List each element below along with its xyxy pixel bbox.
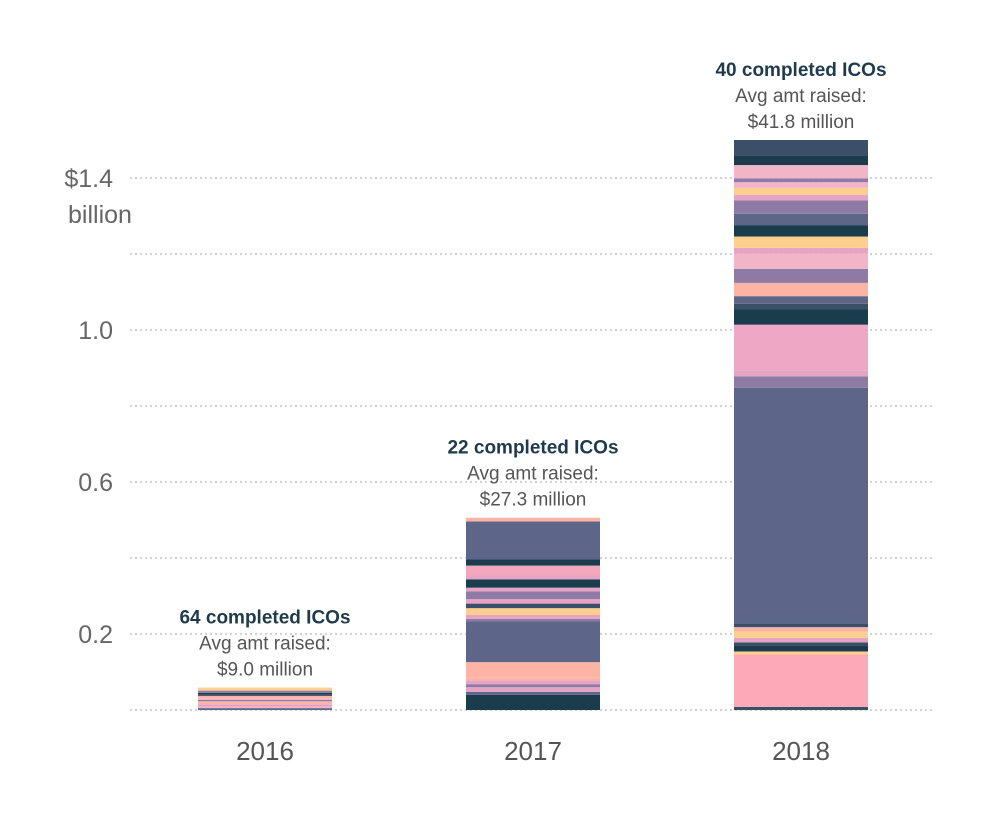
- bar-segment: [198, 701, 332, 705]
- bar-segment: [466, 687, 600, 692]
- bar-segment: [734, 155, 868, 166]
- bar-segment: [466, 680, 600, 685]
- y-axis: $1.4 billion 1.0 0.6 0.2: [64, 165, 132, 649]
- y-tick-label: 0.2: [78, 621, 113, 649]
- annotation-value: $41.8 million: [748, 112, 855, 133]
- bar-annotations: 64 completed ICOs Avg amt raised: $9.0 mil…: [179, 60, 886, 681]
- bar-segment: [734, 140, 868, 156]
- y-tick-label: $1.4: [64, 165, 113, 193]
- bar-segment: [734, 631, 868, 638]
- annotation-title: 64 completed ICOs: [179, 608, 350, 629]
- bar-segment: [198, 708, 332, 710]
- bar-segment: [466, 691, 600, 695]
- annotation-label: Avg amt raised:: [199, 634, 331, 655]
- bar-segment: [734, 225, 868, 237]
- bar-segment: [466, 587, 600, 592]
- bar-segment: [466, 599, 600, 604]
- bar-segment: [466, 575, 600, 580]
- bar-segment: [466, 662, 600, 678]
- bar-segment: [466, 694, 600, 710]
- bar-segment: [466, 621, 600, 663]
- bar-segment: [734, 376, 868, 388]
- bar-segment: [734, 247, 868, 254]
- bar-segment: [466, 603, 600, 609]
- annotation-label: Avg amt raised:: [735, 86, 867, 107]
- bar-segment: [734, 253, 868, 269]
- bar-segment: [734, 236, 868, 248]
- bar-segment: [466, 579, 600, 588]
- bar-segment: [734, 370, 868, 377]
- bar-segment: [734, 296, 868, 304]
- bar-segment: [734, 637, 868, 643]
- annotation-value: $27.3 million: [480, 490, 587, 511]
- bar-stack-2017: [466, 517, 600, 710]
- bar-segment: [734, 645, 868, 652]
- x-axis: 2016 2017 2018: [236, 736, 830, 766]
- bar-segment: [734, 309, 868, 325]
- bar-segment: [734, 268, 868, 283]
- bar-segment: [734, 706, 868, 710]
- bar-segment: [198, 687, 332, 691]
- bar-segment: [734, 213, 868, 226]
- bar-segment: [466, 521, 600, 560]
- bar-segment: [734, 282, 868, 297]
- bar-stack-2016: [198, 687, 332, 710]
- annotation-2016: 64 completed ICOs Avg amt raised: $9.0 mil…: [179, 608, 350, 681]
- bar-segment: [466, 559, 600, 566]
- bar-segment: [734, 654, 868, 707]
- annotation-title: 40 completed ICOs: [715, 60, 886, 81]
- bar-segment: [198, 692, 332, 695]
- bar-segment: [466, 615, 600, 619]
- bar-segment: [198, 695, 332, 699]
- bar-segment: [734, 651, 868, 655]
- annotation-2018: 40 completed ICOs Avg amt raised: $41.8 mi…: [715, 60, 886, 133]
- y-tick-label: 1.0: [78, 317, 113, 345]
- y-tick-label: 0.6: [78, 469, 113, 497]
- bar-segment: [466, 565, 600, 576]
- bar-segment: [198, 694, 332, 696]
- bar-segment: [734, 324, 868, 371]
- y-tick-unit-label: billion: [68, 201, 132, 229]
- bar-segment: [466, 618, 600, 622]
- bar-stack-2018: [734, 140, 868, 710]
- bars: [198, 140, 868, 710]
- bar-segment: [198, 699, 332, 702]
- annotation-2017: 22 completed ICOs Avg amt raised: $27.3 mi…: [447, 438, 618, 511]
- bar-segment: [466, 684, 600, 688]
- bar-segment: [734, 165, 868, 179]
- bar-segment: [734, 387, 868, 624]
- bar-segment: [734, 623, 868, 628]
- bar-segment: [466, 591, 600, 600]
- bar-segment: [198, 690, 332, 693]
- bar-segment: [734, 182, 868, 188]
- bar-segment: [734, 642, 868, 646]
- bar-segment: [198, 704, 332, 707]
- bar-segment: [734, 178, 868, 183]
- bar-segment: [466, 677, 600, 681]
- annotation-title: 22 completed ICOs: [447, 438, 618, 459]
- bar-segment: [734, 187, 868, 195]
- x-tick-label: 2017: [504, 736, 562, 766]
- annotation-label: Avg amt raised:: [467, 464, 599, 485]
- x-tick-label: 2018: [772, 736, 830, 766]
- annotation-value: $9.0 million: [217, 660, 313, 681]
- bar-segment: [198, 706, 332, 709]
- bar-segment: [734, 627, 868, 632]
- bar-segment: [734, 194, 868, 201]
- bar-segment: [734, 200, 868, 214]
- bar-segment: [466, 608, 600, 615]
- bar-segment: [466, 517, 600, 522]
- bar-segment: [198, 698, 332, 700]
- x-tick-label: 2016: [236, 736, 294, 766]
- bar-segment: [734, 303, 868, 310]
